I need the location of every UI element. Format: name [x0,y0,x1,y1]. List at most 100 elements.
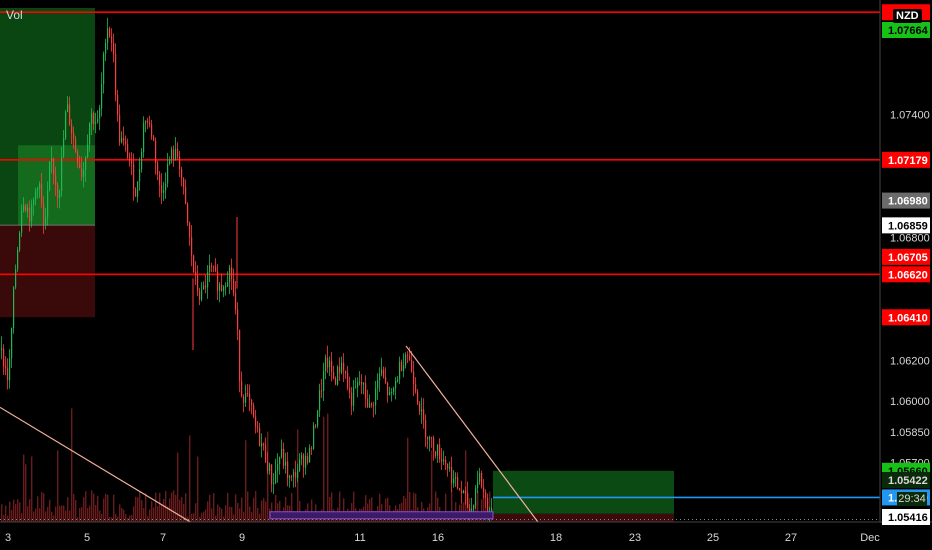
volume-bar [45,511,47,522]
volume-bar [185,493,187,522]
volume-bar [99,510,101,522]
candle-body [183,178,185,187]
candle-body [35,190,37,200]
candle-body [315,425,317,427]
candle-body [273,482,275,485]
candle-body [345,370,347,373]
candle-body [461,490,463,494]
candle-body [235,293,237,310]
candle-body [275,470,277,483]
candle-body [185,186,187,204]
candle-body [317,410,319,427]
price-tag-bg [882,22,930,38]
candle-body [283,448,285,466]
candle-body [61,156,63,191]
volume-bar [3,514,5,522]
candle-body [253,405,255,417]
candle-body [139,169,141,182]
candle-body [247,393,249,395]
candle-body [241,380,243,397]
candle-body [413,371,415,385]
candle-body [1,348,3,351]
candle-body [341,362,343,373]
candle-body [463,490,465,494]
candle-body [15,269,17,288]
volume-bar [267,431,269,522]
volume-bar [243,511,245,522]
time-tick-label: 9 [239,532,245,544]
volume-bar [387,497,389,522]
candle-body [189,222,191,237]
candle-body [261,443,263,447]
volume-bar [183,503,185,522]
bar-countdown: 29:34 [897,492,927,506]
candle-body [251,399,253,406]
price-tag-label: 1.06980 [888,196,928,208]
volume-bar [13,499,15,522]
price-tag-label: 1.06410 [888,312,928,324]
candle-body [479,472,481,482]
candle-body [381,369,383,374]
candle-body [335,378,337,385]
trendline-left [0,406,196,526]
volume-bar [223,516,225,522]
candle-body [69,104,71,125]
candle-body [77,151,79,164]
volume-bar [119,504,121,522]
candle-body [3,348,5,367]
volume-bar [65,510,67,522]
price-tag-bg [882,266,930,283]
volume-bar [187,516,189,522]
volume-bar [171,492,173,522]
volume-bar [139,491,141,522]
volume-bar [379,493,381,522]
candle-body [371,403,373,406]
candle-body [233,278,235,294]
volume-bar [125,514,127,522]
candle-body [205,285,207,288]
candle-body [157,162,159,175]
candle-body [131,160,133,164]
candle-body [433,437,435,452]
volume-bar [233,514,235,522]
candle-body [211,265,213,267]
candle-body [303,455,305,468]
candle-body [21,210,23,233]
volume-bar [291,493,293,522]
volume-bar [97,495,99,522]
candle-body [435,451,437,456]
candle-body [487,497,489,513]
candle-body [455,476,457,479]
short-position-stop-zone [493,513,674,525]
volume-bar [415,493,417,522]
price-tag-label: 1.05422 [888,475,928,487]
volume-bar [197,456,199,522]
volume-bar [111,517,113,522]
volume-bar [57,450,59,522]
candle-body [75,139,77,152]
candle-body [279,456,281,465]
time-tick-label: 23 [629,532,641,544]
candle-body [29,207,31,222]
candle-body [199,290,201,300]
volume-bar [53,515,55,522]
candle-body [481,472,483,488]
volume-bar [229,506,231,522]
candle-body [357,382,359,388]
volume-indicator-label[interactable]: Vol [6,8,23,22]
symbol-badge[interactable]: NZD [893,9,922,23]
candle-body [399,361,401,380]
volume-bar [339,491,341,522]
volume-bar [217,504,219,522]
price-tick-label: 1.05850 [890,427,930,439]
volume-bar [33,511,35,522]
candle-body [375,388,377,406]
candle-body [343,362,345,371]
volume-bar [79,507,81,522]
candle-body [45,217,47,225]
volume-bar [89,505,91,522]
volume-bar [259,513,261,522]
volume-bar [149,509,151,522]
